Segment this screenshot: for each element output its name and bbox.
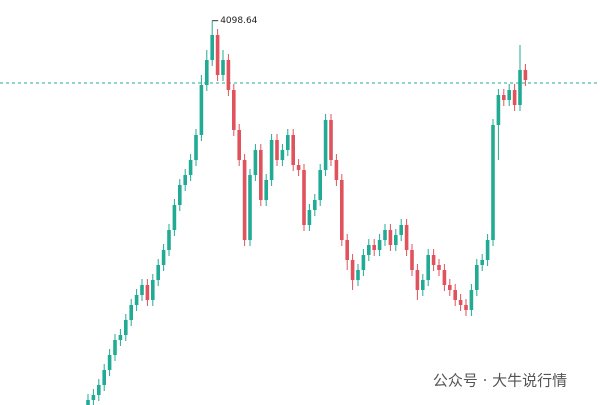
candle-body — [415, 270, 420, 290]
candle-body — [86, 400, 90, 405]
candle-body — [453, 290, 457, 300]
candle-body — [302, 170, 306, 225]
candle-body — [178, 185, 182, 205]
candle-body — [215, 35, 220, 75]
candle-body — [129, 305, 133, 320]
candle-body — [421, 280, 425, 290]
candle-body — [259, 150, 263, 200]
candle-body — [291, 135, 295, 165]
candle-body — [442, 270, 447, 285]
candle-body — [237, 130, 241, 160]
candle-body — [118, 335, 123, 340]
candle-body — [350, 260, 355, 280]
candle-body — [507, 90, 511, 100]
candle-body — [475, 265, 479, 290]
candle-body — [172, 205, 177, 230]
candle-body — [518, 70, 522, 105]
candle-body — [383, 230, 387, 240]
candle-body — [188, 160, 193, 175]
candle-body — [102, 370, 106, 385]
candle-body — [388, 230, 393, 245]
candle-body — [242, 160, 247, 240]
candle-body — [248, 175, 252, 240]
candle-body — [296, 165, 301, 170]
candle-body — [232, 90, 236, 130]
candle-body — [269, 140, 274, 180]
candle-body — [226, 60, 231, 90]
candle-body — [151, 280, 155, 300]
candle-body — [307, 210, 312, 225]
candle-body — [145, 285, 150, 300]
candle-body — [399, 225, 403, 235]
candle-body — [210, 35, 214, 60]
candle-body — [183, 175, 187, 185]
candle-body — [340, 180, 344, 240]
candle-body — [199, 85, 204, 135]
candle-body — [496, 95, 501, 125]
candle-body — [140, 285, 144, 295]
candle-body — [512, 90, 517, 105]
candle-body — [97, 385, 101, 395]
candle-body — [329, 120, 333, 160]
candle-body — [221, 60, 225, 75]
candle-body — [124, 320, 128, 335]
candle-body — [361, 255, 366, 270]
candle-body — [404, 225, 409, 250]
candle-body — [264, 180, 268, 200]
candle-body — [480, 260, 484, 265]
candle-body — [448, 285, 452, 290]
candle-body — [253, 150, 258, 175]
watermark: 公众号 · 大牛说行情 — [433, 372, 567, 390]
candle-body — [377, 240, 382, 250]
candle-body — [194, 135, 198, 160]
candle-body — [161, 250, 166, 265]
candle-body — [313, 200, 317, 210]
candle-body — [437, 265, 441, 270]
candle-body — [156, 265, 160, 280]
candle-body — [134, 295, 139, 305]
candle-body — [394, 235, 398, 245]
candle-body — [464, 305, 468, 310]
candle-body — [372, 245, 376, 250]
candle-body — [113, 340, 117, 355]
candle-body — [431, 255, 436, 265]
candle-body — [523, 70, 528, 80]
candle-body — [334, 160, 339, 180]
candle-body — [458, 300, 463, 305]
candle-body — [275, 140, 279, 160]
candle-body — [491, 125, 495, 240]
candle-body — [167, 230, 171, 250]
candle-body — [318, 170, 322, 200]
candle-body — [205, 60, 209, 85]
candle-body — [367, 245, 371, 255]
candle-body — [280, 150, 285, 160]
candle-body — [485, 240, 490, 260]
max-label: 4098.64 — [220, 16, 257, 26]
candle-body — [107, 355, 112, 370]
candle-body — [91, 395, 96, 400]
candle-body — [356, 270, 360, 280]
candle-body — [345, 240, 349, 260]
candle-body — [426, 255, 430, 280]
candle-body — [286, 135, 290, 150]
candle-body — [410, 250, 414, 270]
candle-body — [502, 95, 506, 100]
candle-body — [469, 290, 474, 310]
candle-body — [323, 120, 328, 170]
